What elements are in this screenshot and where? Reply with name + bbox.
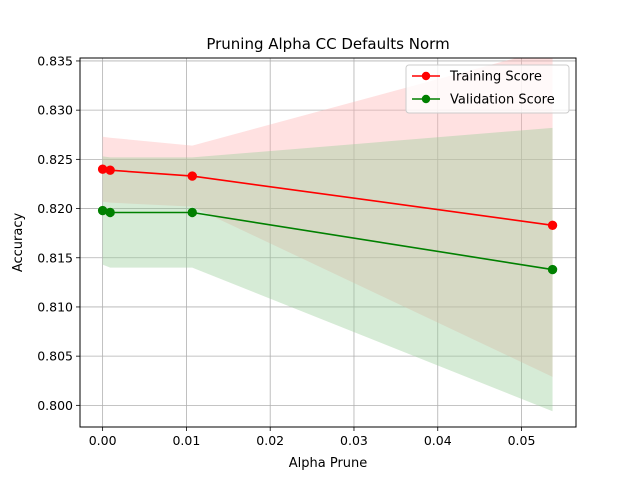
y-axis-ticks: 0.800 0.805 0.810 0.815 0.820 0.825 0.830 0.835 xyxy=(37,53,80,413)
x-tick-label: 0.04 xyxy=(424,433,452,448)
x-tick-label: 0.02 xyxy=(256,433,284,448)
chart-title: Pruning Alpha CC Defaults Norm xyxy=(206,35,449,53)
legend-training-score-marker xyxy=(421,71,431,81)
validation-score-point xyxy=(105,207,115,218)
validation-score-point xyxy=(547,264,558,275)
y-tick-label: 0.830 xyxy=(37,103,73,118)
training-score-point xyxy=(105,165,115,175)
x-tick-label: 0.05 xyxy=(508,433,536,448)
y-axis-label: Accuracy xyxy=(11,213,26,273)
legend-training-score-label: Training Score xyxy=(449,70,542,85)
y-tick-label: 0.810 xyxy=(37,299,73,314)
y-tick-label: 0.820 xyxy=(37,201,73,216)
legend-validation-score-marker xyxy=(421,94,431,104)
x-tick-label: 0.00 xyxy=(89,433,117,448)
validation-score-point xyxy=(97,205,108,216)
training-score-point xyxy=(97,164,108,174)
training-score-band xyxy=(102,58,553,377)
y-tick-label: 0.825 xyxy=(37,152,73,167)
x-axis-label: Alpha Prune xyxy=(289,456,368,471)
y-tick-label: 0.835 xyxy=(37,53,73,68)
legend-validation-score-label: Validation Score xyxy=(450,93,555,108)
validation-score-point xyxy=(187,207,197,218)
validation-score-band xyxy=(102,127,553,412)
series-points xyxy=(97,164,558,275)
legend-box xyxy=(405,64,570,114)
confidence-bands xyxy=(102,58,553,412)
x-axis-ticks: 0.00 0.01 0.02 0.03 0.04 0.05 xyxy=(89,427,536,448)
x-tick-label: 0.03 xyxy=(340,433,368,448)
x-tick-label: 0.01 xyxy=(172,433,200,448)
training-score-point xyxy=(547,220,558,230)
plot-frame xyxy=(79,57,577,428)
y-tick-label: 0.805 xyxy=(37,349,73,364)
training-score-point xyxy=(187,171,197,181)
y-tick-label: 0.815 xyxy=(37,250,73,265)
legend: Training Score Validation Score xyxy=(405,64,570,114)
grid xyxy=(80,58,576,427)
y-tick-label: 0.800 xyxy=(37,398,73,413)
